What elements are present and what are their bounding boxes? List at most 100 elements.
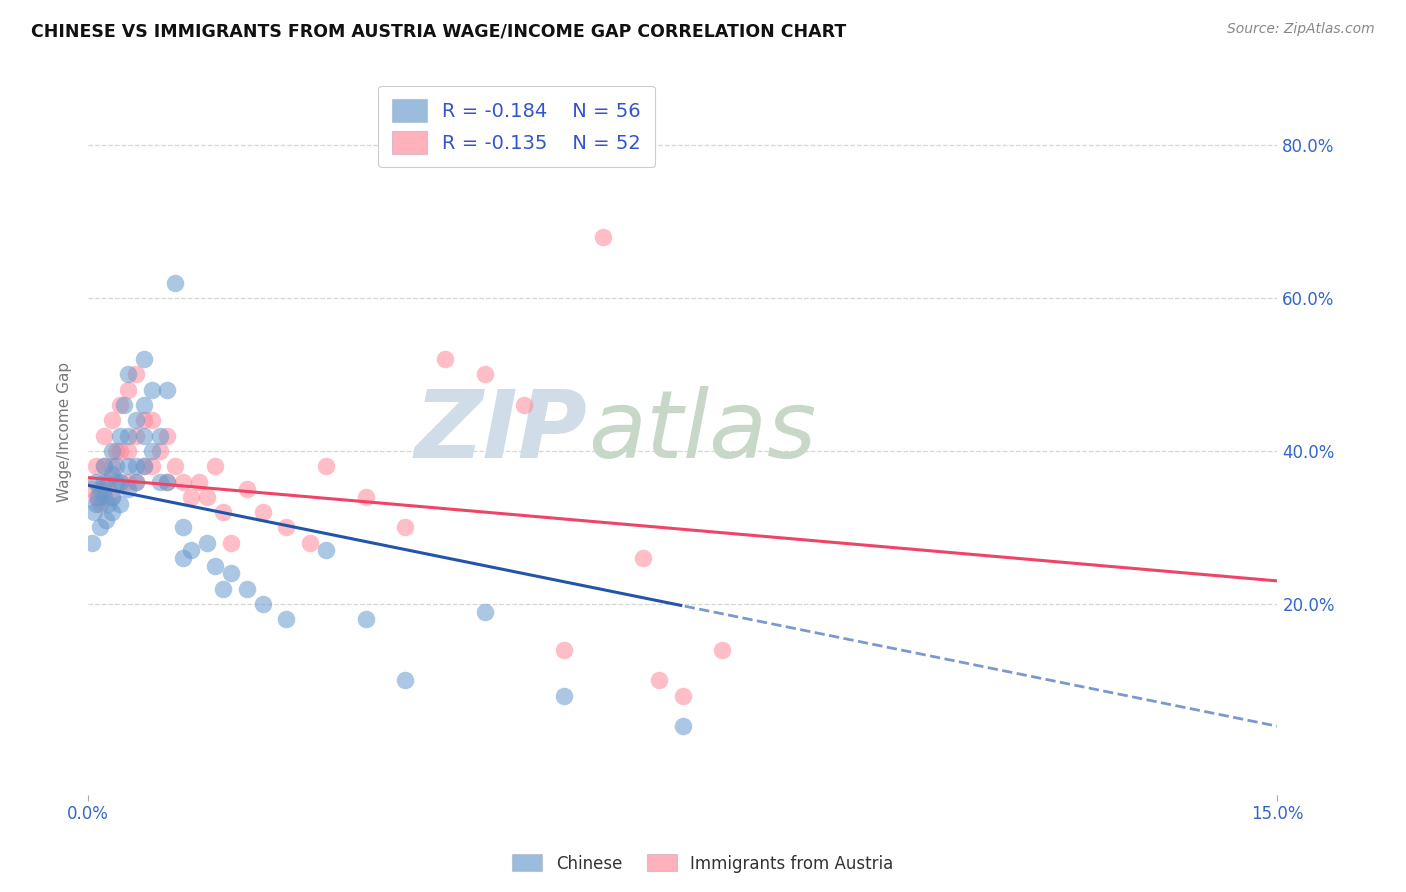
Point: [156, 475, 179, 489]
Point: [93, 475, 115, 489]
Point: [108, 475, 131, 489]
Point: [108, 398, 131, 412]
Point: [117, 482, 139, 496]
Point: [101, 490, 124, 504]
Point: [117, 383, 139, 397]
Point: [117, 444, 139, 458]
Point: [148, 444, 170, 458]
Point: [132, 398, 155, 412]
Point: [141, 459, 163, 474]
Point: [235, 482, 257, 496]
Legend: R = -0.184    N = 56, R = -0.135    N = 52: R = -0.184 N = 56, R = -0.135 N = 52: [378, 86, 655, 168]
Point: [141, 444, 163, 458]
Point: [513, 398, 536, 412]
Point: [84, 498, 107, 512]
Point: [474, 605, 496, 619]
Point: [204, 459, 226, 474]
Point: [132, 352, 155, 367]
Point: [132, 459, 155, 474]
Point: [235, 582, 257, 596]
Point: [252, 597, 274, 611]
Point: [172, 520, 194, 534]
Text: ZIP: ZIP: [415, 386, 588, 478]
Point: [212, 582, 235, 596]
Point: [84, 475, 107, 489]
Point: [553, 642, 575, 657]
Point: [89, 482, 111, 496]
Point: [592, 229, 614, 244]
Point: [108, 498, 131, 512]
Point: [188, 475, 211, 489]
Point: [204, 558, 226, 573]
Point: [156, 475, 179, 489]
Point: [93, 459, 115, 474]
Point: [84, 490, 107, 504]
Point: [112, 398, 135, 412]
Point: [219, 535, 242, 549]
Point: [672, 689, 695, 703]
Point: [117, 368, 139, 382]
Point: [101, 413, 124, 427]
Point: [82, 535, 104, 549]
Point: [433, 352, 456, 367]
Point: [180, 490, 202, 504]
Point: [711, 642, 734, 657]
Point: [125, 413, 148, 427]
Point: [117, 475, 139, 489]
Point: [93, 482, 115, 496]
Point: [165, 459, 187, 474]
Point: [132, 428, 155, 442]
Point: [394, 520, 416, 534]
Point: [553, 689, 575, 703]
Point: [97, 498, 120, 512]
Point: [86, 490, 108, 504]
Point: [156, 383, 179, 397]
Point: [104, 459, 127, 474]
Point: [354, 612, 377, 626]
Point: [125, 475, 148, 489]
Point: [172, 475, 194, 489]
Point: [195, 535, 218, 549]
Point: [354, 490, 377, 504]
Point: [474, 368, 496, 382]
Point: [148, 428, 170, 442]
Point: [631, 551, 654, 566]
Point: [94, 513, 117, 527]
Point: [97, 475, 120, 489]
Point: [156, 428, 179, 442]
Point: [101, 459, 124, 474]
Point: [165, 276, 187, 290]
Point: [141, 383, 163, 397]
Y-axis label: Wage/Income Gap: Wage/Income Gap: [58, 362, 72, 502]
Point: [132, 459, 155, 474]
Point: [93, 428, 115, 442]
Point: [180, 543, 202, 558]
Point: [101, 467, 124, 481]
Point: [125, 428, 148, 442]
Point: [93, 459, 115, 474]
Point: [101, 490, 124, 504]
Point: [195, 490, 218, 504]
Point: [104, 475, 127, 489]
Point: [117, 428, 139, 442]
Text: Source: ZipAtlas.com: Source: ZipAtlas.com: [1227, 22, 1375, 37]
Point: [101, 444, 124, 458]
Point: [148, 475, 170, 489]
Point: [394, 673, 416, 688]
Point: [101, 505, 124, 519]
Point: [125, 475, 148, 489]
Point: [108, 444, 131, 458]
Point: [132, 413, 155, 427]
Point: [93, 490, 115, 504]
Point: [84, 459, 107, 474]
Point: [252, 505, 274, 519]
Point: [104, 444, 127, 458]
Point: [117, 459, 139, 474]
Point: [141, 413, 163, 427]
Point: [82, 482, 104, 496]
Point: [315, 543, 337, 558]
Point: [219, 566, 242, 581]
Point: [299, 535, 322, 549]
Point: [125, 459, 148, 474]
Point: [125, 368, 148, 382]
